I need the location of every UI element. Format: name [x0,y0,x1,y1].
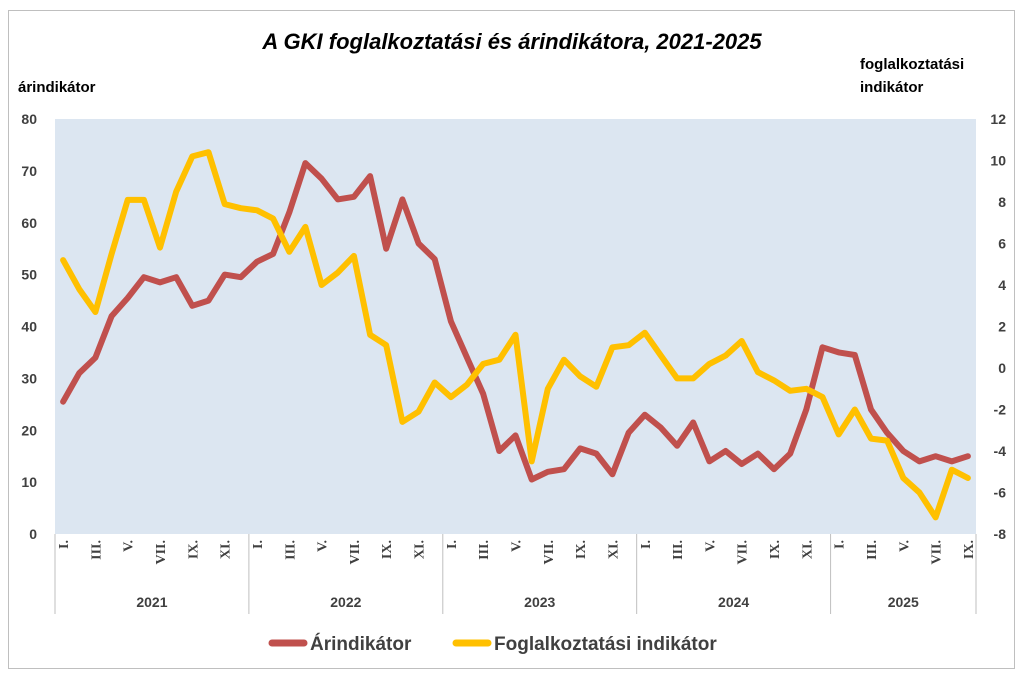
y-left-tick-label: 80 [21,111,37,127]
y-right-tick-label: 10 [990,153,1006,169]
x-month-label: V. [316,540,331,552]
x-month-label: I. [639,540,654,549]
y-left-tick-label: 40 [21,319,37,335]
x-month-label: IX. [962,540,977,559]
x-month-label: IX. [574,540,589,559]
y-right-tick-label: 8 [998,194,1006,210]
chart-title: A GKI foglalkoztatási és árindikátora, 2… [261,29,762,54]
x-year-label: 2021 [136,594,167,610]
x-month-label: I. [57,540,72,549]
x-month-label: I. [251,540,266,549]
plot-area [55,119,976,534]
x-month-label: IX. [768,540,783,559]
x-month-label: XI. [606,540,621,559]
x-month-label: XI. [413,540,428,559]
y-left-tick-label: 70 [21,163,37,179]
y-right-tick-label: -4 [994,443,1007,459]
x-year-label: 2025 [888,594,919,610]
y-right-tick-label: 4 [998,277,1006,293]
x-month-label: III. [89,540,104,560]
x-month-label: I. [445,540,460,549]
y-right-tick-label: -6 [994,485,1007,501]
x-month-label: III. [283,540,298,560]
x-year-label: 2022 [330,594,361,610]
y-left-tick-label: 10 [21,474,37,490]
y-right-tick-label: 2 [998,319,1006,335]
x-month-label: VII. [930,540,945,565]
legend-label-foglalkoztatasi: Foglalkoztatási indikátor [494,634,717,655]
x-month-label: VII. [154,540,169,565]
x-year-label: 2024 [718,594,749,610]
y-right-axis-title-line-2: indikátor [860,79,924,96]
y-left-tick-label: 50 [21,267,37,283]
x-month-label: V. [510,540,525,552]
y-right-tick-label: -8 [994,526,1007,542]
x-month-label: III. [671,540,686,560]
x-month-label: IX. [186,540,201,559]
y-left-tick-label: 60 [21,215,37,231]
x-month-label: VII. [736,540,751,565]
x-month-label: I. [833,540,848,549]
y-right-tick-label: 12 [990,111,1006,127]
x-month-label: V. [703,540,718,552]
y-right-axis: -8 -6 -4 -2 0 2 4 6 8 10 12 [990,111,1006,542]
y-right-tick-label: 0 [998,360,1006,376]
series-line-foglalkoztatasi [60,149,971,521]
legend-label-arindikator: Árindikátor [310,633,412,655]
y-left-axis-title: árindikátor [18,79,96,96]
x-month-label: XI. [800,540,815,559]
y-left-tick-label: 0 [29,526,37,542]
legend: Árindikátor Foglalkoztatási indikátor [268,633,717,655]
x-month-label: V. [122,540,137,552]
x-month-label: IX. [380,540,395,559]
y-right-axis-title-line-1: foglalkoztatási [860,56,964,73]
x-month-label: VII. [542,540,557,565]
x-axis: I. III. V. VII. IX. XI. 2021 I. III. V. VII. IX. XI.… [54,534,977,614]
y-left-axis: 0 10 20 30 40 50 60 70 80 [21,111,37,542]
x-month-label: V. [897,540,912,552]
x-month-label: III. [477,540,492,560]
x-year-label: 2023 [524,594,555,610]
x-month-label: VII. [348,540,363,565]
y-right-tick-label: -2 [994,402,1007,418]
series-line-arindikator [60,160,971,483]
x-month-label: III. [865,540,880,560]
series-lines [60,149,971,521]
y-left-tick-label: 30 [21,370,37,386]
x-month-label: XI. [219,540,234,559]
y-left-tick-label: 20 [21,422,37,438]
y-right-tick-label: 6 [998,236,1006,252]
